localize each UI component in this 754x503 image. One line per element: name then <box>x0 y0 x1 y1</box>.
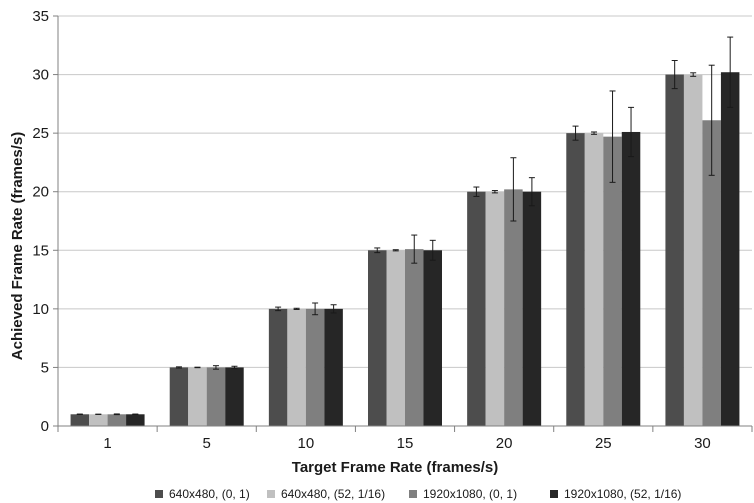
x-axis-title: Target Frame Rate (frames/s) <box>292 459 498 476</box>
bar <box>287 309 306 426</box>
y-axis-title: Achieved Frame Rate (frames/s) <box>9 132 26 360</box>
bar <box>207 367 226 426</box>
bar <box>306 309 325 426</box>
bar <box>665 75 684 426</box>
x-tick-label: 1 <box>103 435 111 452</box>
bars <box>71 37 740 426</box>
bar <box>89 414 108 426</box>
x-tick-label: 10 <box>298 435 315 452</box>
bar <box>170 367 189 426</box>
y-tick-label: 10 <box>32 301 49 318</box>
legend-swatch <box>550 490 558 498</box>
legend-swatch <box>409 490 417 498</box>
y-tick-label: 25 <box>32 125 49 142</box>
bar <box>324 309 343 426</box>
x-tick-label: 25 <box>595 435 612 452</box>
y-tick-label: 15 <box>32 242 49 259</box>
bar <box>684 75 703 426</box>
bar <box>585 133 604 426</box>
legend-label: 1920x1080, (52, 1/16) <box>564 487 681 501</box>
bar <box>424 250 443 426</box>
x-tick-label: 20 <box>496 435 513 452</box>
y-tick-label: 0 <box>41 418 49 435</box>
legend-swatch <box>155 490 163 498</box>
legend: 640x480, (0, 1) 640x480, (52, 1/16) 1920x1… <box>155 487 681 501</box>
bar <box>368 250 387 426</box>
bar <box>405 249 424 426</box>
legend-label: 640x480, (52, 1/16) <box>281 487 385 501</box>
bar <box>566 133 585 426</box>
bar <box>188 367 207 426</box>
bar <box>486 192 505 426</box>
bar <box>126 414 145 426</box>
legend-swatch <box>267 490 275 498</box>
bar <box>523 192 542 426</box>
bar <box>71 414 90 426</box>
y-tick-label: 20 <box>32 184 49 201</box>
y-tick-label: 30 <box>32 67 49 84</box>
x-tick-label: 5 <box>203 435 211 452</box>
legend-label: 1920x1080, (0, 1) <box>423 487 517 501</box>
bar <box>622 132 641 426</box>
bar <box>721 72 740 426</box>
y-tick-label: 35 <box>32 8 49 25</box>
bar <box>108 414 127 426</box>
bar <box>387 250 406 426</box>
x-tick-label: 15 <box>397 435 414 452</box>
x-tick-label: 30 <box>694 435 711 452</box>
legend-label: 640x480, (0, 1) <box>169 487 250 501</box>
y-tick-label: 5 <box>41 359 49 376</box>
bar <box>269 309 288 426</box>
bar <box>504 189 522 426</box>
bar <box>467 192 486 426</box>
bar <box>225 367 244 426</box>
